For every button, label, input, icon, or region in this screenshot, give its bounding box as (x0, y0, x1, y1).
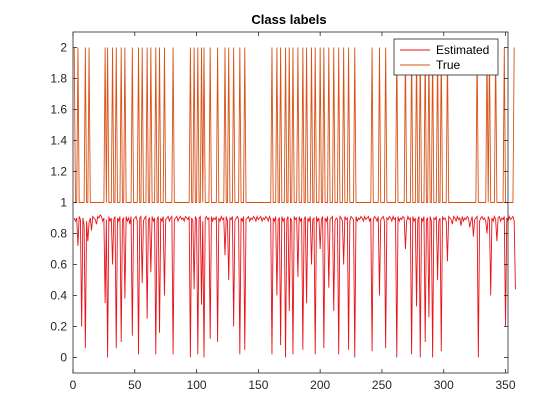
x-tick-label: 300 (434, 378, 454, 392)
y-tick-label: 1.4 (50, 134, 67, 148)
legend-label-1: True (436, 58, 461, 72)
legend-label-0: Estimated (436, 43, 489, 57)
y-tick-label: 0.6 (50, 258, 67, 272)
series-line-0 (73, 214, 516, 358)
x-tick-label: 250 (372, 378, 392, 392)
x-tick-label: 100 (187, 378, 207, 392)
series-lines (73, 47, 516, 358)
y-tick-label: 0.2 (50, 320, 67, 334)
x-tick-label: 200 (310, 378, 330, 392)
y-tick-label: 2 (60, 41, 67, 55)
chart-title: Class labels (251, 12, 326, 27)
y-tick-label: 0.4 (50, 289, 67, 303)
series-line-1 (73, 47, 515, 203)
y-tick-label: 0 (60, 351, 67, 365)
y-tick-label: 1.8 (50, 72, 67, 86)
axes: 0 50 100 150 200 250 300 350 0 0.2 0.4 0.6 0.8 1 1.2 1.… (50, 31, 516, 392)
y-tick-label: 1.6 (50, 103, 67, 117)
x-tick-label: 350 (496, 378, 516, 392)
y-tick-label: 1.2 (50, 165, 67, 179)
y-tick-label: 0.8 (50, 227, 67, 241)
legend-box (393, 38, 499, 76)
y-tick-label: 1 (60, 196, 67, 210)
x-tick-label: 150 (248, 378, 268, 392)
x-tick-label: 0 (70, 378, 77, 392)
x-tick-label: 50 (128, 378, 142, 392)
